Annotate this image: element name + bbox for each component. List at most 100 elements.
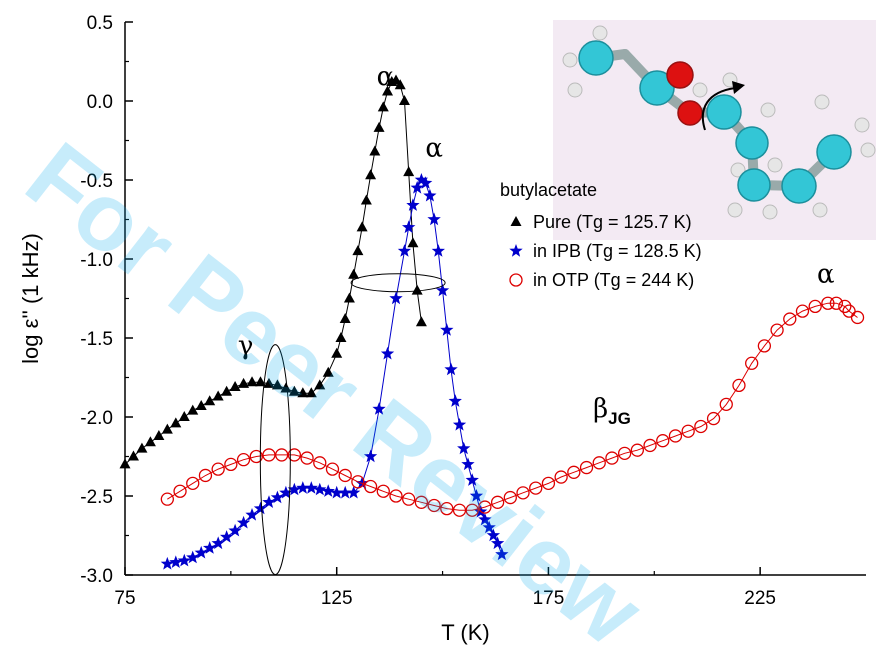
data-point	[415, 316, 427, 327]
data-point	[821, 296, 835, 310]
series-2	[160, 173, 509, 570]
data-point	[592, 456, 606, 470]
x-axis-title: T (K)	[441, 620, 489, 645]
data-point	[338, 468, 352, 483]
data-point	[394, 79, 406, 90]
data-point	[356, 221, 368, 232]
data-point	[373, 121, 385, 132]
plot-area: 0.5 0.0 -0.5 -1.0 -1.5 -2.0 -2.5 -3.075 125 175 22…	[18, 13, 866, 645]
data-point	[211, 536, 225, 550]
data-point	[402, 220, 416, 234]
data-point	[554, 470, 568, 484]
data-point	[465, 503, 479, 517]
data-point	[194, 545, 208, 559]
data-point	[144, 436, 156, 447]
data-point	[236, 515, 251, 529]
data-point	[457, 441, 471, 455]
data-point	[363, 449, 378, 463]
data-point	[398, 95, 410, 105]
data-point	[783, 312, 797, 326]
data-point	[119, 458, 131, 469]
y-tick-label: -1.5	[80, 329, 113, 350]
data-point	[313, 482, 327, 496]
data-point	[461, 457, 475, 471]
data-point	[516, 486, 530, 500]
data-point	[187, 404, 199, 415]
legend-marker	[510, 216, 522, 226]
data-point	[339, 313, 351, 324]
legend-entry: Pure (Tg = 125.7 K)	[533, 212, 692, 232]
data-point	[403, 166, 415, 177]
legend-title: butylacetate	[500, 180, 597, 200]
data-point	[406, 198, 420, 211]
y-tick-label: -1.0	[80, 250, 113, 271]
data-point	[173, 484, 187, 498]
data-point	[220, 530, 234, 543]
data-point	[204, 395, 216, 406]
data-point	[287, 448, 302, 462]
data-point	[402, 492, 416, 506]
data-point	[224, 457, 238, 472]
data-point	[491, 536, 505, 550]
data-point	[376, 484, 390, 498]
data-point	[431, 244, 445, 257]
data-point	[656, 434, 670, 448]
y-tick-label: -3.0	[80, 566, 113, 587]
data-point	[245, 508, 259, 521]
data-point	[363, 479, 378, 494]
data-point	[490, 495, 505, 509]
data-point	[161, 423, 173, 434]
data-point	[280, 382, 292, 393]
data-point	[211, 462, 225, 476]
data-point	[254, 376, 266, 387]
data-point	[630, 443, 644, 457]
data-point	[221, 385, 233, 396]
data-point	[452, 503, 467, 517]
data-point	[246, 376, 258, 387]
data-point	[228, 523, 242, 537]
data-point	[262, 495, 276, 508]
data-point	[212, 390, 224, 401]
data-point	[170, 417, 182, 428]
y-tick-label: -2.5	[80, 487, 113, 508]
data-point	[348, 268, 360, 279]
data-point	[153, 429, 165, 440]
data-point	[249, 449, 263, 464]
data-point	[271, 379, 283, 390]
data-point	[229, 380, 241, 391]
data-point	[757, 339, 772, 353]
data-point	[435, 283, 450, 297]
data-point	[448, 394, 462, 407]
data-point	[263, 377, 275, 388]
data-point	[440, 323, 454, 336]
data-point	[198, 468, 213, 483]
legend: butylacetate Pure (Tg = 125.7 K) in IPB (T…	[500, 180, 702, 290]
data-point	[304, 481, 318, 494]
series-3	[160, 296, 865, 517]
data-point	[617, 446, 632, 460]
data-point	[389, 291, 403, 305]
data-point	[423, 188, 437, 202]
data-point	[160, 492, 174, 506]
data-point	[203, 541, 217, 554]
data-point	[275, 448, 289, 462]
data-point	[410, 180, 424, 194]
data-point	[389, 489, 403, 503]
data-point	[360, 194, 372, 205]
gamma-guide-ellipse	[259, 344, 291, 576]
data-point	[427, 212, 441, 226]
x-tick-label: 225	[744, 588, 776, 609]
data-point	[321, 484, 335, 497]
data-point	[529, 481, 543, 495]
data-point	[313, 456, 327, 470]
data-point	[541, 476, 556, 491]
data-point	[352, 245, 364, 256]
data-point	[136, 442, 148, 453]
data-point	[377, 101, 389, 112]
annotation-3: γ	[238, 331, 254, 361]
data-point	[414, 495, 429, 509]
data-point	[444, 362, 458, 376]
data-point	[732, 378, 746, 393]
data-point	[355, 476, 369, 489]
